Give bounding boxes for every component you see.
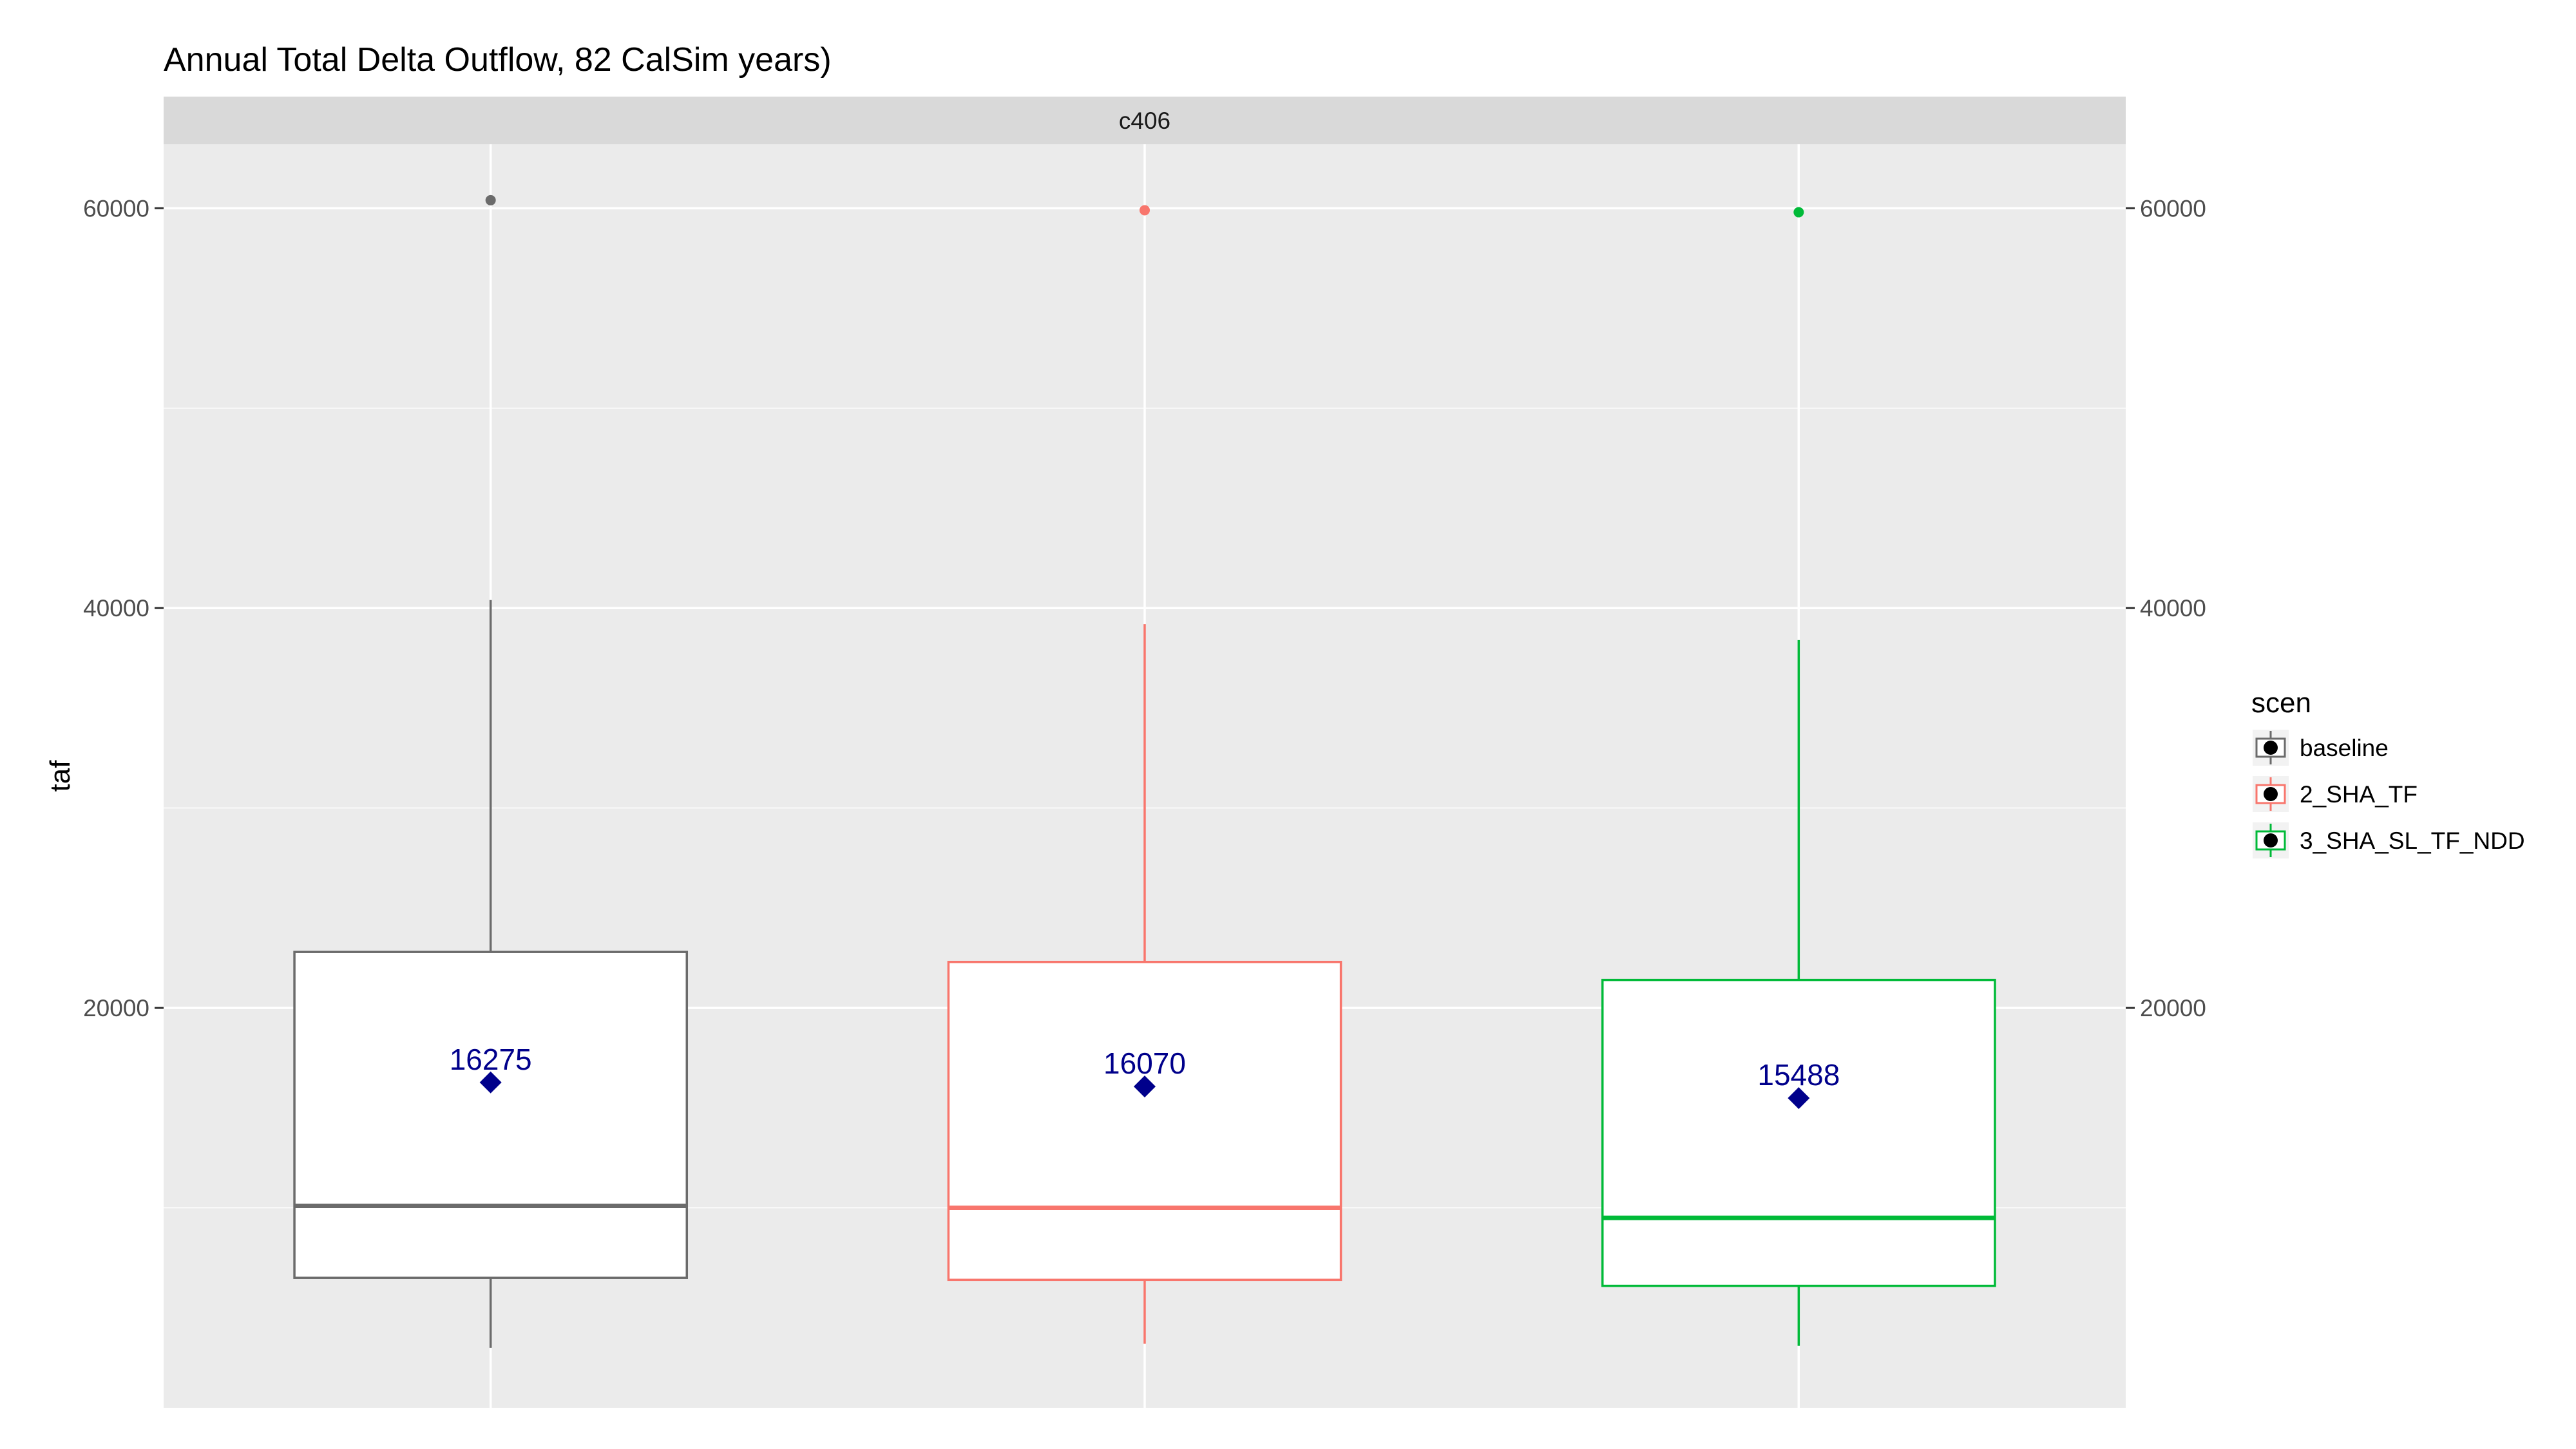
- box-baseline: 16275: [293, 194, 689, 1348]
- y-tick-label-right: 40000: [2140, 595, 2206, 621]
- legend-label: 2_SHA_TF: [2300, 781, 2418, 808]
- y-axis-right: 20000 40000 60000: [2126, 195, 2206, 1021]
- box-iqr: [1601, 978, 1996, 1287]
- y-axis-title: taf: [44, 760, 76, 792]
- mean-label: 16275: [450, 1043, 532, 1076]
- box-iqr: [293, 951, 689, 1279]
- legend-item-2_SHA_TF: 2_SHA_TF: [2253, 776, 2418, 812]
- legend-item-baseline: baseline: [2253, 730, 2389, 766]
- facet-label: c406: [1119, 108, 1170, 134]
- y-tick-label-right: 20000: [2140, 995, 2206, 1021]
- box-iqr: [947, 960, 1342, 1282]
- y-axis-left: 20000 40000 60000: [83, 195, 164, 1021]
- y-tick-label-right: 60000: [2140, 195, 2206, 222]
- box-2_SHA_TF: 16070: [947, 205, 1342, 1344]
- legend-label: 3_SHA_SL_TF_NDD: [2300, 828, 2525, 854]
- legend-item-3_SHA_SL_TF_NDD: 3_SHA_SL_TF_NDD: [2253, 822, 2525, 858]
- facet-strip: [164, 97, 2126, 144]
- legend-key-point: [2264, 741, 2278, 755]
- legend-key-point: [2264, 833, 2278, 848]
- chart-title: Annual Total Delta Outflow, 82 CalSim ye…: [164, 41, 832, 79]
- y-tick-label: 60000: [83, 195, 149, 222]
- box-3_SHA_SL_TF_NDD: 15488: [1601, 207, 1996, 1346]
- legend-title: scen: [2251, 687, 2311, 719]
- box-series: 16275 16070 15488: [293, 194, 1996, 1348]
- mean-marker: [479, 1071, 502, 1094]
- y-tick-label: 40000: [83, 595, 149, 621]
- legend-key-box: [2255, 737, 2286, 758]
- mean-label: 16070: [1103, 1046, 1186, 1080]
- outlier-point: [1793, 207, 1804, 218]
- outlier-point: [485, 194, 496, 205]
- legend-label: baseline: [2300, 735, 2389, 761]
- y-tick-label: 20000: [83, 995, 149, 1021]
- outlier-point: [1140, 205, 1150, 216]
- mean-marker: [1788, 1087, 1810, 1110]
- legend: scen baseline 2_SHA_TF 3_SHA_SL_TF_NDD: [2251, 687, 2525, 858]
- mean-marker: [1134, 1075, 1156, 1098]
- mean-label: 15488: [1757, 1058, 1840, 1092]
- legend-key-point: [2264, 787, 2278, 801]
